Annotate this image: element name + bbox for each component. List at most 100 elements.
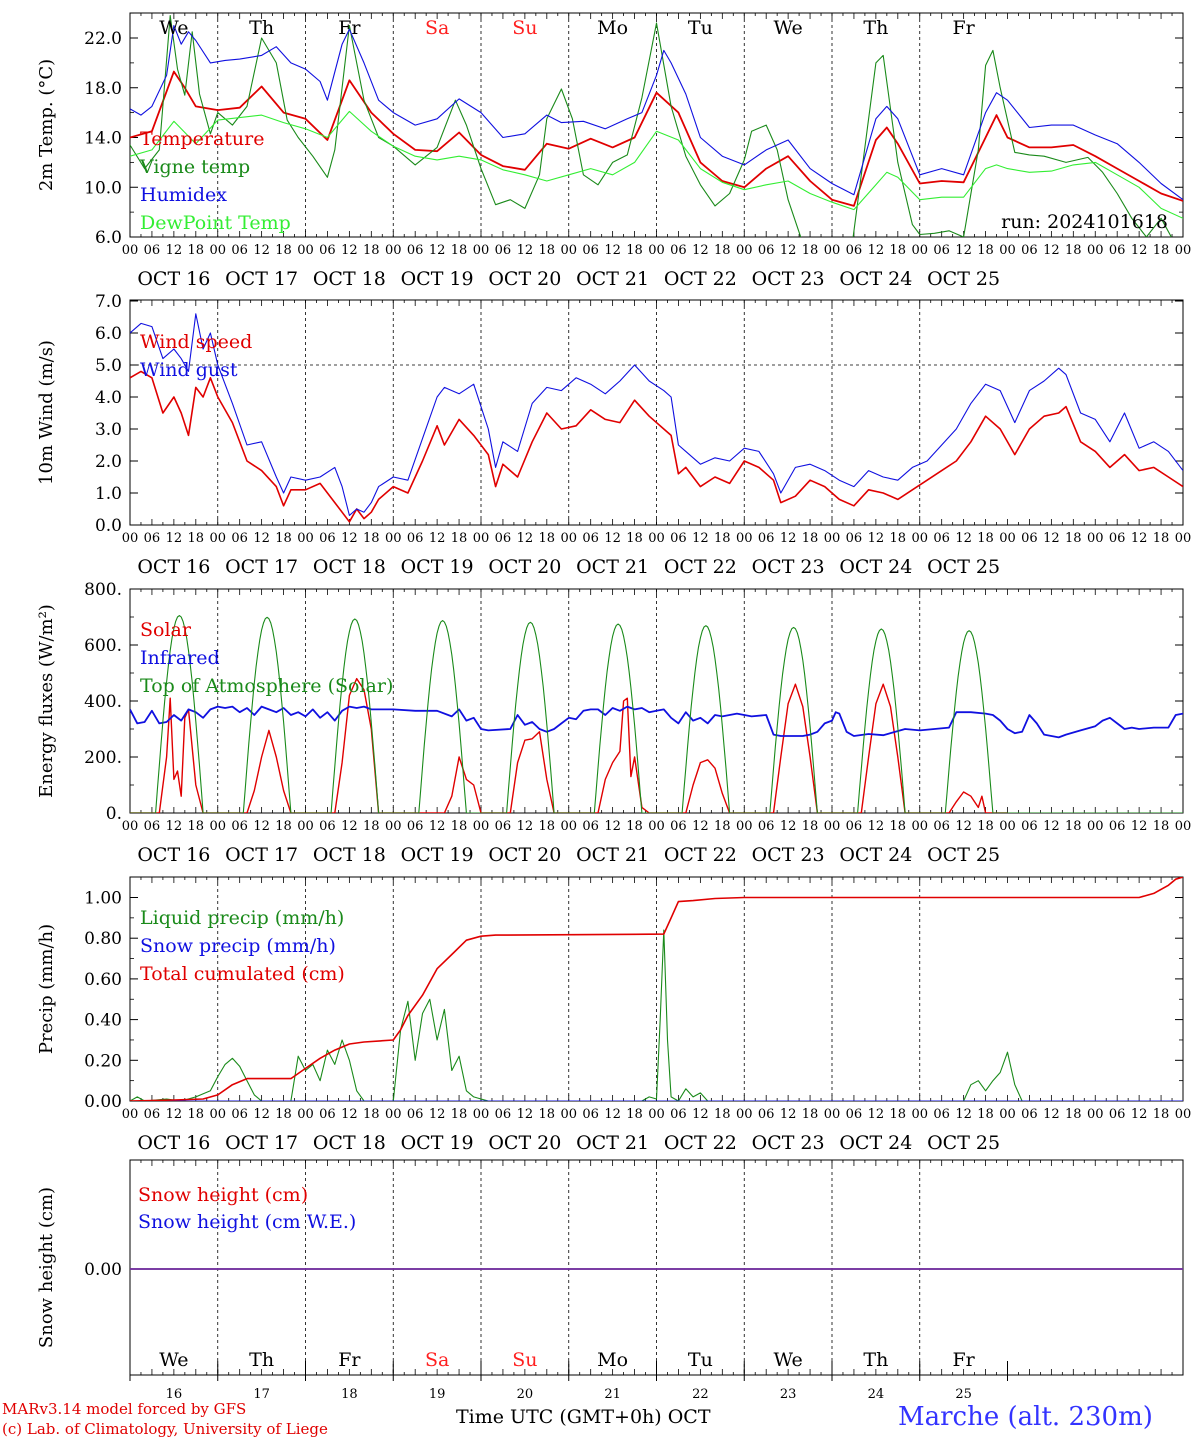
y-tick-label: 1.0: [95, 484, 122, 504]
hour-tick-label: 00: [122, 531, 139, 546]
y-tick-label: 600.: [84, 636, 122, 656]
weekday-label-bottom: We: [774, 1349, 803, 1371]
y-tick-label: 6.0: [95, 324, 122, 344]
hour-tick-label: 06: [231, 243, 248, 258]
series-line-humidex: [130, 25, 1183, 201]
date-label: OCT 24: [839, 1132, 912, 1154]
y-tick-label: 200.: [84, 748, 122, 768]
hour-tick-label: 12: [1043, 531, 1060, 546]
hour-tick-label: 00: [1175, 531, 1192, 546]
weekday-label-bottom: Fr: [952, 1349, 975, 1371]
hour-tick-label: 12: [253, 1107, 270, 1122]
y-axis-label: Energy fluxes (W/m²): [36, 604, 57, 798]
hour-tick-label: 18: [188, 531, 205, 546]
hour-tick-label: 00: [824, 819, 841, 834]
hour-tick-label: 00: [122, 819, 139, 834]
y-tick-label: 10.0: [84, 178, 122, 198]
date-label: OCT 19: [401, 268, 474, 290]
hour-tick-label: 12: [1131, 819, 1148, 834]
y-tick-label: 0.00: [84, 1092, 122, 1112]
hour-tick-label: 06: [846, 1107, 863, 1122]
weekday-label: Fr: [952, 17, 975, 39]
date-label: OCT 22: [664, 556, 737, 578]
y-tick-label: 2.0: [95, 452, 122, 472]
hour-tick-label: 18: [275, 1107, 292, 1122]
hour-tick-label: 18: [802, 531, 819, 546]
legend-entry: Temperature: [140, 128, 264, 150]
date-label: OCT 23: [752, 1132, 825, 1154]
legend-entry: Snow height (cm W.E.): [138, 1211, 356, 1233]
hour-tick-label: 06: [319, 1107, 336, 1122]
hour-tick-label: 06: [1109, 243, 1126, 258]
hour-tick-label: 06: [144, 819, 161, 834]
weekday-label-bottom: We: [159, 1349, 188, 1371]
hour-tick-label: 18: [890, 1107, 907, 1122]
hour-tick-label: 06: [319, 243, 336, 258]
hour-tick-label: 06: [407, 243, 424, 258]
hour-tick-label: 18: [714, 819, 731, 834]
hour-tick-label: 00: [911, 243, 928, 258]
weekday-label-bottom: Th: [863, 1349, 888, 1371]
day-number: 17: [253, 1387, 270, 1400]
weekday-label: Fr: [338, 17, 361, 39]
hour-tick-label: 00: [385, 819, 402, 834]
y-tick-label: 0.20: [84, 1051, 122, 1071]
hour-tick-label: 12: [341, 531, 358, 546]
hour-tick-label: 18: [714, 531, 731, 546]
date-label: OCT 23: [752, 556, 825, 578]
hour-tick-label: 00: [1175, 243, 1192, 258]
hour-tick-label: 12: [341, 819, 358, 834]
weekday-label-bottom: Mo: [597, 1349, 628, 1371]
hour-tick-label: 00: [1175, 819, 1192, 834]
hour-tick-label: 00: [473, 531, 490, 546]
hour-tick-label: 06: [758, 243, 775, 258]
weekday-label: Sa: [425, 17, 449, 39]
hour-tick-label: 12: [341, 1107, 358, 1122]
hour-tick-label: 18: [977, 819, 994, 834]
hour-tick-label: 18: [188, 819, 205, 834]
date-label: OCT 22: [664, 844, 737, 866]
hour-tick-label: 06: [1021, 819, 1038, 834]
hour-tick-label: 06: [670, 243, 687, 258]
hour-tick-label: 12: [1131, 243, 1148, 258]
hour-tick-label: 00: [209, 243, 226, 258]
legend-entry: Total cumulated (cm): [140, 963, 345, 985]
hour-tick-label: 12: [780, 531, 797, 546]
hour-tick-label: 00: [736, 1107, 753, 1122]
panel-energy: 0. 200. 400. 600. 800. Energy fluxes (W/m²) 00…: [36, 580, 1191, 866]
date-label: OCT 18: [313, 844, 386, 866]
y-tick-label: 0.: [106, 804, 122, 824]
hour-tick-label: 06: [582, 819, 599, 834]
hour-tick-label: 18: [977, 1107, 994, 1122]
hour-tick-label: 00: [824, 243, 841, 258]
hour-tick-label: 00: [648, 819, 665, 834]
date-label: OCT 18: [313, 1132, 386, 1154]
date-label: OCT 23: [752, 268, 825, 290]
weekday-label-bottom: Fr: [338, 1349, 361, 1371]
legend-entry: Snow height (cm): [138, 1184, 308, 1206]
hour-tick-label: 00: [385, 531, 402, 546]
legend-entry: DewPoint Temp: [140, 212, 291, 234]
weekday-label: Th: [863, 17, 888, 39]
hour-tick-label: 18: [363, 243, 380, 258]
hour-tick-label: 06: [319, 819, 336, 834]
y-tick-label: 18.0: [84, 79, 122, 99]
legend-entry: Snow precip (mm/h): [140, 935, 336, 957]
hour-tick-label: 00: [297, 819, 314, 834]
y-tick-label: 4.0: [95, 388, 122, 408]
hour-tick-label: 12: [692, 1107, 709, 1122]
hour-tick-label: 00: [560, 531, 577, 546]
hour-tick-label: 18: [539, 1107, 556, 1122]
hour-tick-label: 18: [451, 819, 468, 834]
hour-tick-label: 00: [1087, 243, 1104, 258]
hour-tick-label: 18: [451, 243, 468, 258]
panel-wind: 0.0 1.0 2.0 3.0 4.0 5.0 6.0 7.0 10m Wind (m/s) 00…: [36, 292, 1191, 578]
y-tick-label: 3.0: [95, 420, 122, 440]
date-label: OCT 18: [313, 268, 386, 290]
hour-tick-label: 18: [539, 531, 556, 546]
weekday-label-bottom: Su: [512, 1349, 537, 1371]
hour-tick-label: 12: [955, 819, 972, 834]
hour-tick-label: 00: [824, 1107, 841, 1122]
hour-tick-label: 06: [933, 819, 950, 834]
series-line-wind-gust: [130, 313, 1183, 516]
